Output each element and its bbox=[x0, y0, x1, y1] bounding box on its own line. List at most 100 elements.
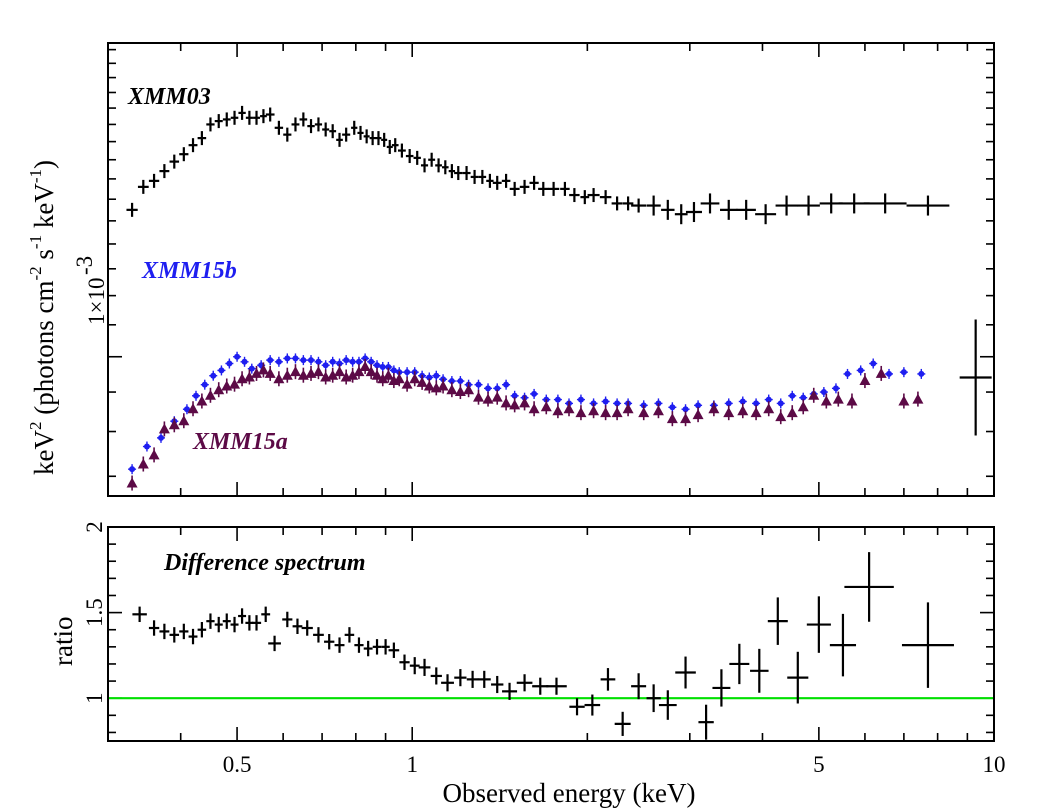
data-point bbox=[324, 634, 335, 650]
data-point bbox=[257, 362, 269, 378]
data-point bbox=[729, 643, 750, 685]
data-point bbox=[622, 401, 634, 417]
data-point bbox=[245, 110, 253, 125]
data-point bbox=[291, 353, 300, 364]
data-point bbox=[482, 391, 494, 407]
data-point bbox=[819, 387, 828, 398]
data-point bbox=[529, 175, 539, 190]
data-point bbox=[420, 158, 429, 173]
data-point bbox=[423, 378, 435, 394]
data-point bbox=[478, 169, 487, 184]
top-panel-ticks bbox=[107, 43, 995, 496]
data-point bbox=[685, 202, 702, 223]
data-point bbox=[599, 190, 612, 205]
data-point bbox=[786, 405, 798, 421]
data-point bbox=[312, 364, 324, 380]
series-xmm15a bbox=[126, 358, 924, 491]
data-point bbox=[611, 196, 623, 211]
data-point bbox=[197, 131, 207, 146]
data-point bbox=[638, 405, 650, 421]
ylabel-part-8: ) bbox=[29, 160, 59, 169]
bottom-y-tick-label: 1 bbox=[82, 692, 107, 704]
data-point bbox=[600, 405, 612, 421]
data-point bbox=[238, 105, 246, 120]
data-point bbox=[187, 401, 199, 417]
data-point bbox=[668, 402, 677, 413]
bottom-y-tick-label-group: 1 bbox=[82, 692, 107, 704]
data-point bbox=[530, 388, 539, 399]
label-xmm03: XMM03 bbox=[127, 84, 211, 110]
data-point bbox=[357, 125, 364, 140]
bottom-y-tick-label-group: 1.5 bbox=[82, 598, 107, 627]
data-point bbox=[322, 122, 330, 137]
data-point bbox=[342, 355, 351, 366]
data-point bbox=[126, 202, 138, 217]
data-point bbox=[206, 117, 215, 132]
data-point bbox=[501, 173, 511, 188]
top-y-axis-label: keV2 (photons cm-2 s-1 keV-1) bbox=[26, 160, 59, 475]
data-point bbox=[128, 464, 137, 475]
data-point bbox=[225, 358, 234, 369]
data-point bbox=[437, 378, 449, 394]
data-point bbox=[831, 383, 840, 394]
data-point bbox=[491, 675, 504, 694]
data-point bbox=[381, 132, 388, 147]
data-point bbox=[274, 356, 283, 367]
data-point bbox=[214, 616, 223, 633]
data-point bbox=[477, 670, 491, 688]
data-point bbox=[532, 677, 549, 695]
data-point bbox=[787, 651, 809, 704]
data-point bbox=[321, 360, 330, 371]
data-point bbox=[546, 677, 567, 695]
data-point bbox=[307, 119, 315, 134]
data-point bbox=[446, 382, 458, 398]
data-point bbox=[736, 199, 756, 220]
data-point bbox=[912, 391, 924, 407]
data-point bbox=[652, 403, 664, 419]
data-point bbox=[767, 597, 788, 645]
bottom-y-tick-label: 2 bbox=[82, 521, 107, 533]
data-point bbox=[179, 623, 189, 640]
data-point bbox=[680, 411, 692, 427]
data-point bbox=[486, 173, 494, 188]
bottom-y-axis-label: ratio bbox=[48, 617, 78, 666]
data-point bbox=[204, 387, 216, 403]
data-point bbox=[547, 181, 560, 196]
data-point bbox=[299, 355, 308, 366]
data-point bbox=[169, 154, 180, 169]
data-point bbox=[750, 648, 769, 693]
data-point bbox=[200, 379, 209, 390]
data-point bbox=[222, 112, 231, 127]
x-tick-label: 5 bbox=[813, 752, 825, 777]
data-point bbox=[251, 615, 262, 631]
data-point bbox=[846, 393, 858, 409]
data-point bbox=[776, 398, 785, 409]
bottom-y-tick-label-group: 2 bbox=[82, 521, 107, 533]
data-point bbox=[372, 639, 382, 655]
data-point bbox=[859, 373, 871, 389]
data-point bbox=[806, 596, 831, 653]
data-point bbox=[179, 147, 189, 162]
data-point bbox=[363, 129, 370, 144]
data-point bbox=[788, 390, 797, 401]
data-point bbox=[563, 401, 575, 417]
data-point bbox=[500, 395, 512, 411]
data-point bbox=[217, 365, 226, 376]
ylabel-part-2: (photons cm bbox=[29, 281, 59, 422]
data-point bbox=[344, 627, 355, 643]
data-point bbox=[196, 393, 208, 409]
data-point bbox=[646, 684, 661, 713]
data-point bbox=[233, 351, 242, 362]
data-point bbox=[148, 447, 160, 463]
data-point bbox=[137, 179, 149, 194]
data-point bbox=[474, 379, 483, 390]
data-point bbox=[214, 114, 223, 129]
data-point bbox=[466, 670, 479, 688]
data-point bbox=[353, 364, 365, 380]
data-point bbox=[222, 613, 231, 629]
data-point bbox=[832, 391, 844, 407]
data-point bbox=[178, 413, 190, 429]
data-point bbox=[265, 107, 275, 122]
data-point bbox=[418, 658, 431, 676]
